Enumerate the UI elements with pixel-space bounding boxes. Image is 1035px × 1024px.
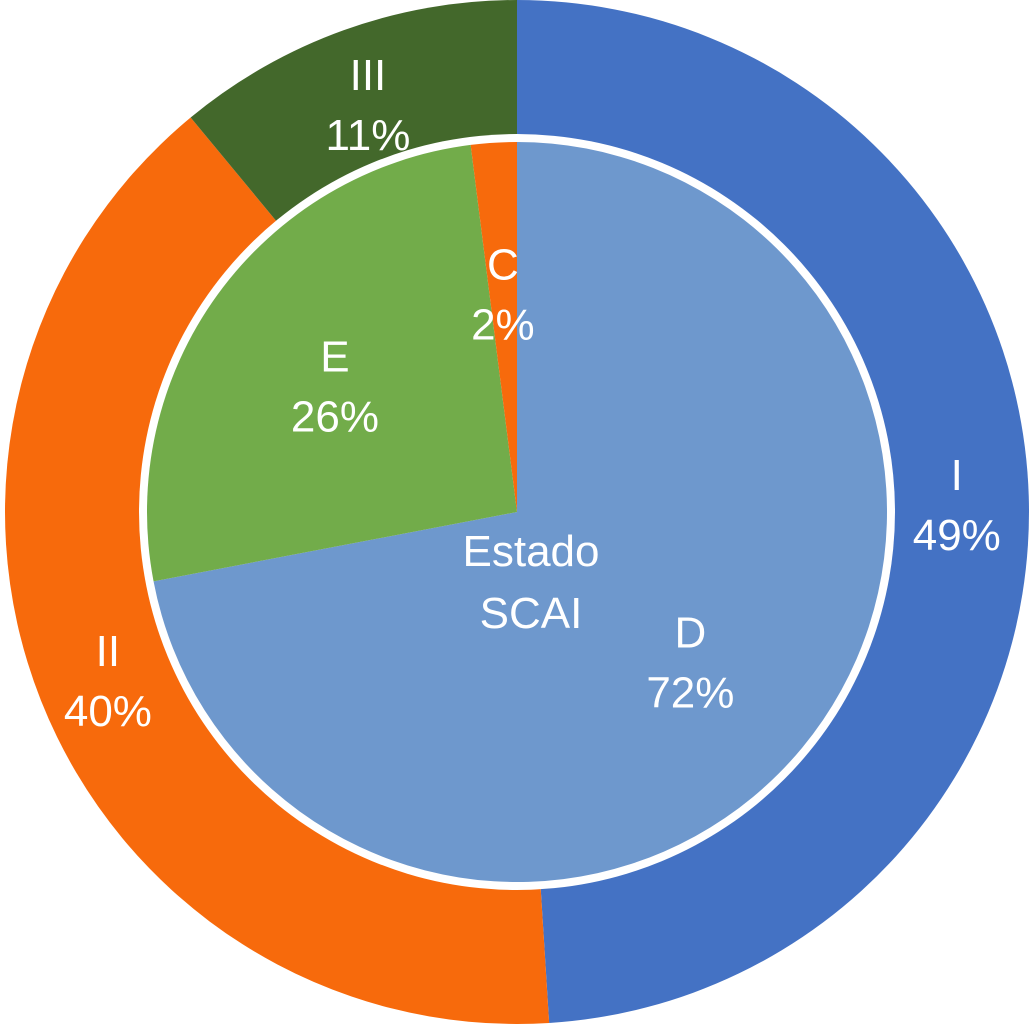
inner-slice-E-value: 26% <box>291 393 379 442</box>
inner-slice-C-name: C <box>487 240 519 289</box>
outer-slice-II-name: II <box>96 627 120 676</box>
center-label-line-2: SCAI <box>480 589 583 638</box>
inner-slice-D-name: D <box>674 608 706 657</box>
center-label-line-1: Estado <box>463 527 600 576</box>
slices-layer <box>5 0 1029 1024</box>
outer-slice-II-value: 40% <box>64 687 152 736</box>
outer-slice-I-value: 49% <box>913 511 1001 560</box>
inner-slice-E-name: E <box>320 333 349 382</box>
outer-slice-III-name: III <box>350 51 387 100</box>
inner-slice-C <box>470 142 517 512</box>
outer-slice-III-value: 11% <box>326 111 411 160</box>
inner-slice-D-value: 72% <box>646 668 734 717</box>
inner-slice-C-value: 2% <box>471 300 535 349</box>
outer-slice-I-name: I <box>951 451 963 500</box>
labels-layer: I 49% II 40% III 11% D 72% E 26% C 2% <box>64 51 1001 736</box>
inner-slice-E <box>146 144 517 582</box>
inner-slice-D <box>153 142 887 882</box>
